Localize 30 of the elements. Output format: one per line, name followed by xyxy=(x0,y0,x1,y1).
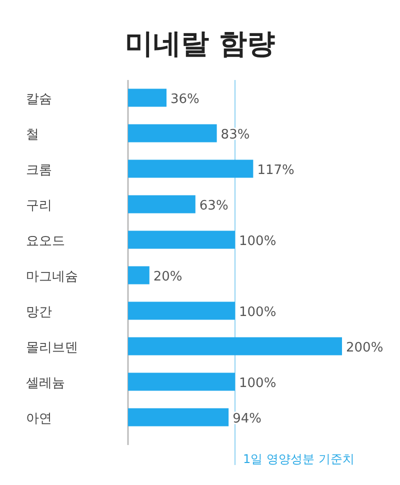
bar xyxy=(128,266,150,284)
data-label: 100% xyxy=(239,234,276,249)
bar xyxy=(128,195,196,214)
bar xyxy=(128,124,217,142)
y-tick-label: 아연 xyxy=(26,411,52,426)
bar xyxy=(128,160,254,178)
data-label: 36% xyxy=(170,92,200,107)
data-label: 100% xyxy=(239,376,276,391)
data-label: 20% xyxy=(153,269,182,284)
ref-line-label: 1일 영양성분 기준치 xyxy=(243,452,354,466)
y-tick-label: 크롬 xyxy=(26,162,52,178)
y-tick-label: 마그네슘 xyxy=(26,269,78,284)
y-tick-label: 요오드 xyxy=(26,234,65,249)
data-label: 117% xyxy=(257,162,294,178)
y-tick-label: 셀레늄 xyxy=(26,376,65,391)
bar xyxy=(128,337,342,356)
bar xyxy=(128,230,235,249)
y-tick-label: 몰리브덴 xyxy=(26,340,78,356)
bar xyxy=(128,372,235,391)
data-label: 200% xyxy=(346,340,384,356)
bar xyxy=(128,302,235,320)
bar xyxy=(128,88,167,107)
data-label: 100% xyxy=(239,304,276,320)
y-tick-label: 철 xyxy=(26,127,39,142)
y-tick-label: 구리 xyxy=(26,198,52,214)
bar xyxy=(128,408,229,426)
y-tick-label: 칼슘 xyxy=(26,92,52,107)
data-label: 63% xyxy=(199,198,228,214)
y-tick-label: 망간 xyxy=(26,304,52,320)
chart-title: 미네랄 함량 xyxy=(125,27,275,60)
